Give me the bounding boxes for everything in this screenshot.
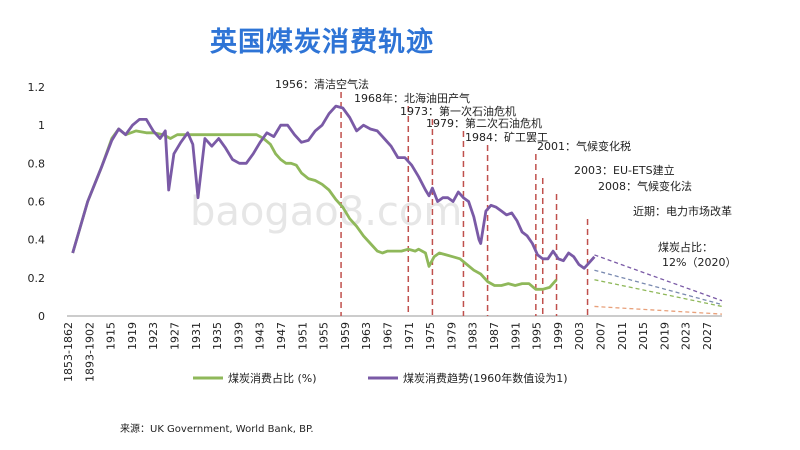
y-tick-label: 0 xyxy=(38,310,45,323)
coal-share-callout-value: 12%（2020） xyxy=(662,256,736,269)
y-tick-label: 0.4 xyxy=(28,234,46,247)
x-tick-label: 1853-1862 xyxy=(62,322,75,382)
x-tick-label: 1919 xyxy=(126,322,139,350)
projection-line xyxy=(594,305,723,315)
x-tick-label: 2019 xyxy=(658,322,671,350)
x-tick-label: 1999 xyxy=(552,322,565,350)
y-tick-label: 1 xyxy=(38,119,45,132)
watermark: baogao8.com xyxy=(190,189,462,235)
event-label: 1968年：北海油田产气 xyxy=(354,91,470,105)
x-tick-label: 1983 xyxy=(467,322,480,350)
x-tick-label: 2007 xyxy=(595,322,608,350)
legend-label: 煤炭消费趋势(1960年数值设为1) xyxy=(403,371,568,385)
event-label: 1979：第二次石油危机 xyxy=(426,116,542,130)
event-label: 2003：EU-ETS建立 xyxy=(574,163,675,177)
x-tick-label: 1987 xyxy=(488,322,501,350)
data-lines xyxy=(71,104,596,291)
x-tick-label: 1979 xyxy=(445,322,458,350)
x-tick-label: 1967 xyxy=(382,322,395,350)
x-tick-label: 1893-1902 xyxy=(83,322,96,382)
legend: 煤炭消费占比 (%) 煤炭消费趋势(1960年数值设为1) xyxy=(193,371,568,385)
x-tick-label: 2003 xyxy=(573,322,586,350)
source-note: 来源：UK Government, World Bank, BP. xyxy=(120,424,314,435)
series-line xyxy=(71,127,558,291)
x-tick-label: 1963 xyxy=(360,322,373,350)
event-markers: 1956：清洁空气法1968年：北海油田产气1973：第一次石油危机1979：第… xyxy=(275,77,732,316)
x-tick-label: 1971 xyxy=(403,322,416,350)
x-tick-label: 1995 xyxy=(531,322,544,350)
projection-line xyxy=(594,269,723,306)
y-tick-label: 0.8 xyxy=(28,157,46,170)
x-tick-label: 1923 xyxy=(147,322,160,350)
x-tick-label: 1935 xyxy=(211,322,224,350)
x-tick-label: 1951 xyxy=(296,322,309,350)
x-tick-label: 2027 xyxy=(701,322,714,350)
x-axis-labels: 1853-1862 1893-1902 1915 1919 1923 1927 1931 19… xyxy=(62,322,714,382)
y-tick-label: 1.2 xyxy=(28,81,46,94)
series-line xyxy=(71,104,596,270)
x-tick-label: 2015 xyxy=(637,322,650,350)
projection-line xyxy=(594,254,723,302)
coal-share-callout: 煤炭占比： xyxy=(658,240,713,254)
x-tick-label: 1943 xyxy=(254,322,267,350)
x-tick-label: 2023 xyxy=(680,322,693,350)
event-label: 2001：气候变化税 xyxy=(537,139,631,153)
x-tick-label: 1991 xyxy=(509,322,522,350)
chart-title: 英国煤炭消费轨迹 xyxy=(210,27,434,58)
x-tick-label: 1915 xyxy=(105,322,118,350)
x-tick-label: 1939 xyxy=(232,322,245,350)
x-tick-label: 1927 xyxy=(169,322,182,350)
y-tick-label: 0.2 xyxy=(28,272,46,285)
event-label: 近期：电力市场改革 xyxy=(633,204,732,218)
event-label: 1973：第一次石油危机 xyxy=(400,104,516,118)
event-label: 2008：气候变化法 xyxy=(598,179,692,193)
x-tick-label: 1955 xyxy=(318,322,331,350)
projection-line xyxy=(594,279,723,308)
legend-label: 煤炭消费占比 (%) xyxy=(228,371,317,385)
y-tick-label: 0.6 xyxy=(28,196,46,209)
event-label: 1984：矿工罢工 xyxy=(465,131,548,144)
x-tick-label: 2011 xyxy=(616,322,629,350)
x-tick-label: 1947 xyxy=(275,322,288,350)
x-tick-label: 1959 xyxy=(339,322,352,350)
x-tick-label: 1975 xyxy=(424,322,437,350)
axes: 0 0.2 0.4 0.6 0.8 1 1.2 xyxy=(28,81,722,323)
projection-lines xyxy=(594,254,723,315)
x-tick-label: 1931 xyxy=(190,322,203,350)
event-label: 1956：清洁空气法 xyxy=(275,77,369,91)
